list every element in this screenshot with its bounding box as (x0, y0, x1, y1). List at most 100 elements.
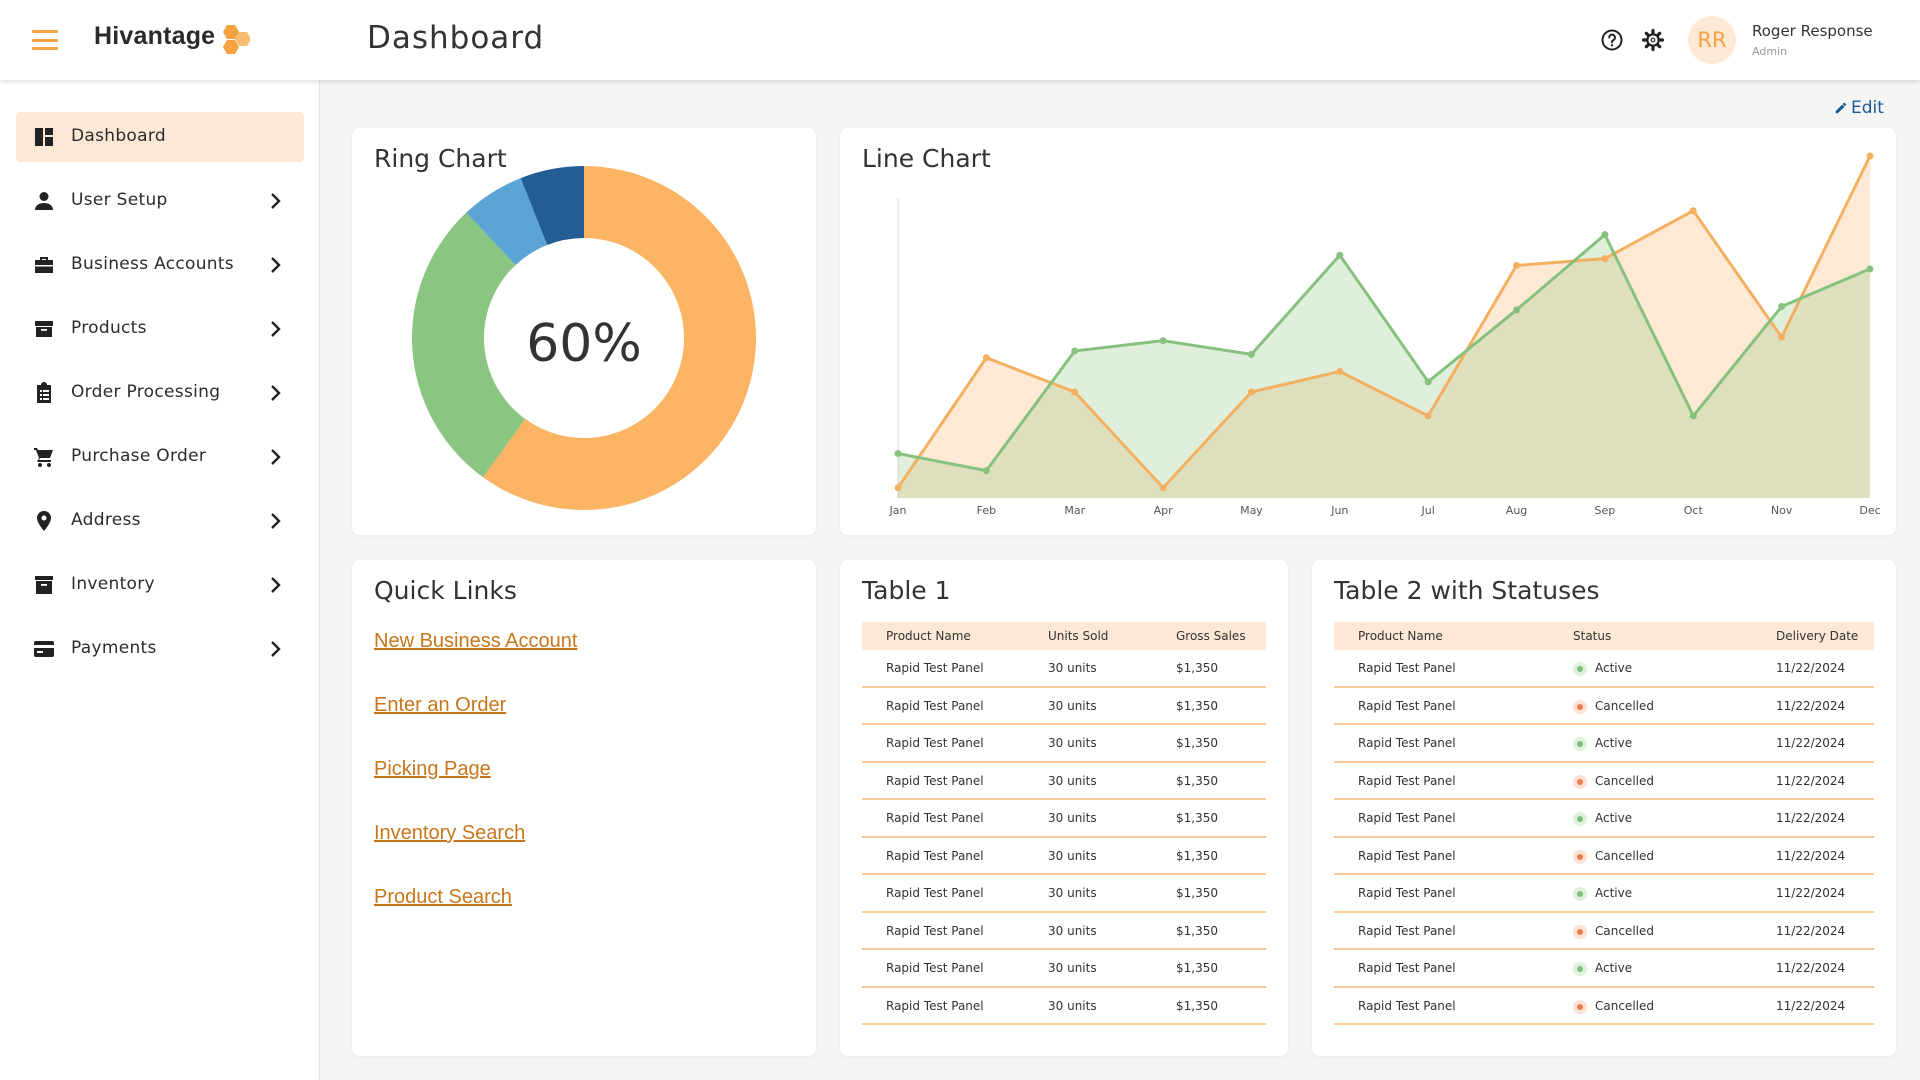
data-point[interactable] (1689, 207, 1697, 215)
x-tick-label: Jul (1421, 504, 1435, 517)
table-row[interactable]: Rapid Test Panel Active 11/22/2024 (1334, 800, 1874, 838)
data-point[interactable] (1601, 231, 1609, 239)
data-point[interactable] (1778, 333, 1786, 341)
table-row[interactable]: Rapid Test Panel Cancelled 11/22/2024 (1334, 988, 1874, 1025)
data-point[interactable] (1336, 367, 1344, 375)
data-point[interactable] (1071, 388, 1079, 396)
box-icon (35, 321, 53, 337)
data-point[interactable] (1866, 265, 1874, 273)
table1: Product Name Units Sold Gross Sales Rapi… (862, 622, 1266, 1025)
data-point[interactable] (894, 450, 902, 458)
data-point[interactable] (1778, 302, 1786, 310)
hexagon-logo-icon (223, 25, 250, 54)
data-point[interactable] (894, 484, 902, 492)
quick-link-inventory-search[interactable]: Inventory Search (374, 822, 526, 844)
table-row[interactable]: Rapid Test Panel 30 units $1,350 (862, 838, 1266, 875)
table-row[interactable]: Rapid Test Panel 30 units $1,350 (862, 800, 1266, 838)
quick-links-card: Quick Links New Business Account Enter a… (352, 560, 816, 1056)
data-point[interactable] (1513, 261, 1521, 269)
quick-link-enter-order[interactable]: Enter an Order (374, 694, 507, 716)
table-row[interactable]: Rapid Test Panel 30 units $1,350 (862, 875, 1266, 913)
table-cell: $1,350 (1176, 848, 1218, 863)
table-row[interactable]: Rapid Test Panel Active 11/22/2024 (1334, 650, 1874, 688)
series-line (897, 233, 1871, 473)
data-point[interactable] (1159, 337, 1167, 345)
table-cell: Rapid Test Panel (886, 961, 984, 975)
sidebar-item-address[interactable]: Address (16, 496, 304, 546)
column-header[interactable]: Product Name (1358, 629, 1443, 643)
data-point[interactable] (1336, 251, 1344, 259)
quick-link-new-business-account[interactable]: New Business Account (374, 630, 578, 652)
column-header[interactable]: Gross Sales (1176, 629, 1246, 643)
data-point[interactable] (982, 467, 990, 475)
table-row[interactable]: Rapid Test Panel 30 units $1,350 (862, 650, 1266, 688)
table-cell: $1,350 (1176, 998, 1218, 1013)
data-point[interactable] (1689, 412, 1697, 420)
data-point[interactable] (1866, 152, 1874, 160)
table-row[interactable]: Rapid Test Panel Cancelled 11/22/2024 (1334, 763, 1874, 800)
status-label: Active (1595, 886, 1633, 900)
table-row[interactable]: Rapid Test Panel Cancelled 11/22/2024 (1334, 838, 1874, 875)
data-point[interactable] (982, 354, 990, 362)
sidebar-item-label: Purchase Order (71, 446, 207, 466)
sidebar-item-business-accounts[interactable]: Business Accounts (16, 240, 304, 290)
table-row[interactable]: Rapid Test Panel Active 11/22/2024 (1334, 725, 1874, 763)
quick-link-picking-page[interactable]: Picking Page (374, 758, 491, 780)
sidebar-item-inventory[interactable]: Inventory (16, 560, 304, 610)
table-row[interactable]: Rapid Test Panel 30 units $1,350 (862, 763, 1266, 800)
ring-segment[interactable] (466, 178, 548, 266)
column-header[interactable]: Units Sold (1048, 629, 1109, 643)
table-row[interactable]: Rapid Test Panel Active 11/22/2024 (1334, 875, 1874, 913)
table-row[interactable]: Rapid Test Panel 30 units $1,350 (862, 988, 1266, 1025)
quick-link-product-search[interactable]: Product Search (374, 886, 512, 908)
edit-link[interactable]: Edit (1834, 98, 1884, 118)
sidebar-item-label: Dashboard (71, 126, 166, 146)
table-cell: $1,350 (1176, 961, 1218, 975)
sidebar-item-payments[interactable]: Payments (16, 624, 304, 674)
status-label: Cancelled (1595, 773, 1654, 788)
column-header[interactable]: Delivery Date (1776, 629, 1859, 643)
ring-segment[interactable] (482, 166, 756, 510)
status-label: Cancelled (1595, 998, 1654, 1013)
column-header[interactable]: Status (1573, 629, 1612, 643)
table-header: Product Name Units Sold Gross Sales (862, 622, 1266, 650)
hamburger-menu-icon[interactable] (32, 30, 58, 50)
table-row[interactable]: Rapid Test Panel Active 11/22/2024 (1334, 950, 1874, 988)
user-name: Roger Response (1752, 22, 1873, 40)
table-row[interactable]: Rapid Test Panel Cancelled 11/22/2024 (1334, 913, 1874, 950)
data-point[interactable] (1513, 306, 1521, 314)
table-row[interactable]: Rapid Test Panel 30 units $1,350 (862, 725, 1266, 763)
table-cell: Rapid Test Panel (1358, 773, 1456, 788)
dashboard-icon (35, 128, 53, 146)
x-tick-label: Oct (1684, 504, 1704, 517)
column-header[interactable]: Product Name (886, 629, 971, 643)
ring-segment[interactable] (412, 212, 526, 478)
sidebar-item-dashboard[interactable]: Dashboard (16, 112, 304, 162)
table-row[interactable]: Rapid Test Panel 30 units $1,350 (862, 688, 1266, 725)
table-row[interactable]: Rapid Test Panel 30 units $1,350 (862, 913, 1266, 950)
table-row[interactable]: Rapid Test Panel Cancelled 11/22/2024 (1334, 688, 1874, 725)
ring-segment[interactable] (520, 166, 584, 246)
data-point[interactable] (1071, 347, 1079, 355)
status-label: Cancelled (1595, 698, 1654, 713)
table2-card: Table 2 with Statuses Product Name Statu… (1312, 560, 1896, 1056)
sidebar-item-order-processing[interactable]: Order Processing (16, 368, 304, 418)
data-point[interactable] (1424, 412, 1432, 420)
sidebar-item-user-setup[interactable]: User Setup (16, 176, 304, 226)
sidebar-item-purchase-order[interactable]: Purchase Order (16, 432, 304, 482)
data-point[interactable] (1247, 350, 1255, 358)
table-row[interactable]: Rapid Test Panel 30 units $1,350 (862, 950, 1266, 988)
data-point[interactable] (1159, 484, 1167, 492)
sidebar-item-label: Inventory (71, 574, 155, 594)
table-cell: 30 units (1048, 886, 1097, 900)
table-cell: Rapid Test Panel (886, 811, 984, 825)
data-point[interactable] (1247, 388, 1255, 396)
credit-card-icon (34, 641, 54, 657)
sidebar-item-products[interactable]: Products (16, 304, 304, 354)
data-point[interactable] (1601, 255, 1609, 263)
avatar[interactable]: RR (1688, 16, 1736, 64)
help-icon[interactable] (1600, 28, 1624, 52)
gear-icon[interactable] (1641, 28, 1665, 52)
series-area (898, 234, 1870, 498)
data-point[interactable] (1424, 378, 1432, 386)
